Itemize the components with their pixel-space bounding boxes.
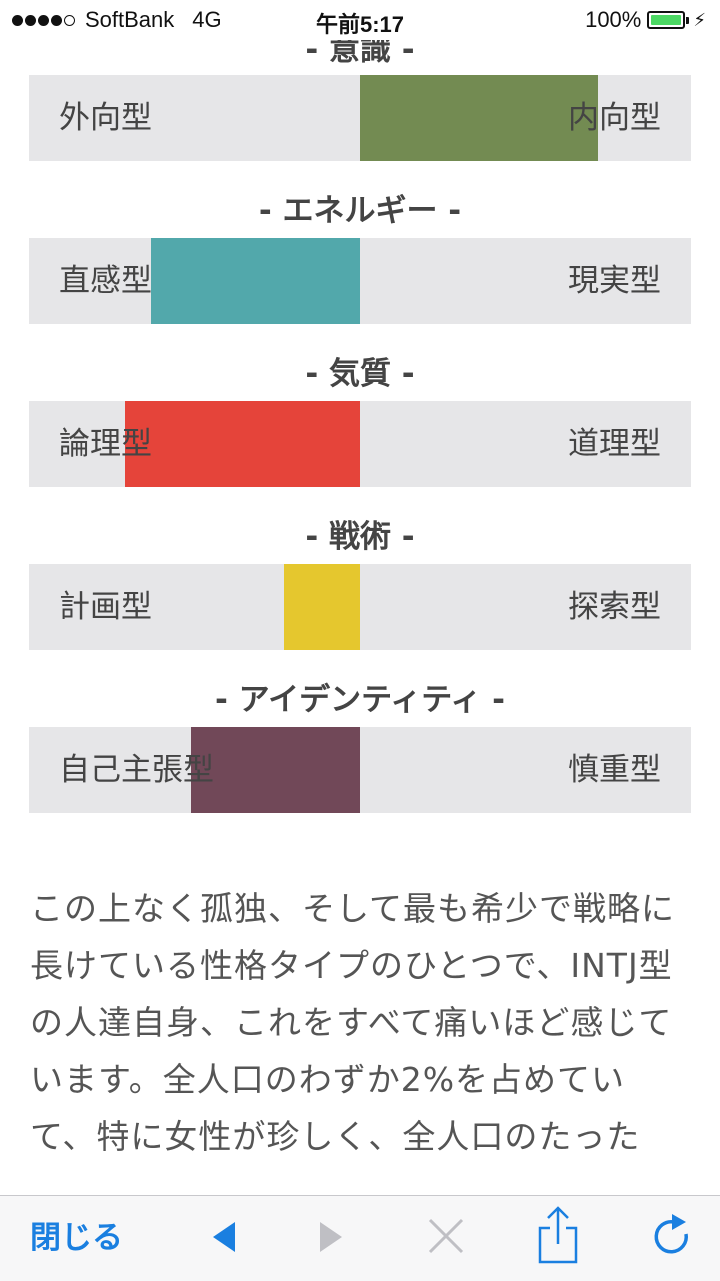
- bottom-toolbar: 閉じる: [0, 1195, 720, 1281]
- status-right: 100% ⚡︎: [585, 7, 706, 33]
- status-left: SoftBank 4G: [12, 7, 222, 33]
- network-type: 4G: [192, 7, 222, 32]
- description-line: 長けている性格タイプのひとつで、INTJ型: [30, 946, 673, 985]
- status-bar: SoftBank 4G 午前5:17 100% ⚡︎: [0, 0, 720, 40]
- trait-label-left: 論理型: [59, 426, 152, 462]
- trait-fill: [191, 727, 360, 813]
- trait-label-left: 計画型: [59, 589, 152, 625]
- share-icon[interactable]: [536, 1204, 580, 1266]
- trait-label-left: 外向型: [59, 100, 152, 136]
- battery-icon: [647, 11, 686, 29]
- trait-fill: [284, 564, 360, 650]
- trait-bar-identity: 自己主張型 慎重型: [29, 727, 691, 813]
- description-line: の人達自身、これをすべて痛いほど感じて: [30, 1003, 673, 1042]
- description-line: います。全人口のわずか2%を占めてい: [30, 1060, 626, 1099]
- trait-label-right: 探索型: [568, 589, 661, 625]
- trait-label-right: 内向型: [568, 100, 661, 136]
- trait-label-left: 直感型: [59, 263, 152, 299]
- status-time: 午前5:17: [315, 12, 405, 37]
- trait-bar-tactics: 計画型 探索型: [29, 564, 691, 650]
- description-line: この上なく孤独、そして最も希少で戦略に: [30, 889, 676, 928]
- trait-label-right: 道理型: [568, 426, 661, 462]
- battery-percent: 100%: [585, 7, 642, 32]
- description-paragraph: この上なく孤独、そして最も希少で戦略に 長けている性格タイプのひとつで、INTJ…: [30, 880, 692, 1165]
- back-icon[interactable]: [205, 1212, 245, 1262]
- trait-bar-nature: 論理型 道理型: [29, 401, 691, 487]
- trait-fill: [151, 238, 360, 324]
- trait-label-left: 自己主張型: [59, 752, 214, 788]
- trait-fill: [360, 75, 598, 161]
- close-button[interactable]: 閉じる: [30, 1220, 123, 1256]
- trait-bar-mind: 外向型 内向型: [29, 75, 691, 161]
- description-line: て、特に女性が珍しく、全人口のたった: [30, 1117, 641, 1156]
- trait-heading-identity: - アイデンティティ -: [214, 682, 506, 718]
- trait-heading-nature: - 気質 -: [305, 356, 415, 392]
- trait-fill: [125, 401, 360, 487]
- charging-bolt-icon: ⚡︎: [693, 9, 706, 30]
- forward-icon[interactable]: [310, 1212, 350, 1262]
- trait-heading-energy: - エネルギー -: [258, 193, 462, 229]
- signal-strength-icon: [12, 14, 77, 26]
- stop-icon[interactable]: [424, 1212, 468, 1262]
- trait-heading-tactics: - 戦術 -: [305, 519, 415, 555]
- page-content: - 意識 - 外向型 内向型 - エネルギー - 直感型 現実型 - 気質 - …: [29, 32, 692, 1165]
- carrier-name: SoftBank: [85, 7, 175, 32]
- trait-label-right: 現実型: [568, 263, 661, 299]
- trait-label-right: 慎重型: [568, 752, 661, 788]
- reload-icon[interactable]: [650, 1210, 696, 1264]
- trait-bar-energy: 直感型 現実型: [29, 238, 691, 324]
